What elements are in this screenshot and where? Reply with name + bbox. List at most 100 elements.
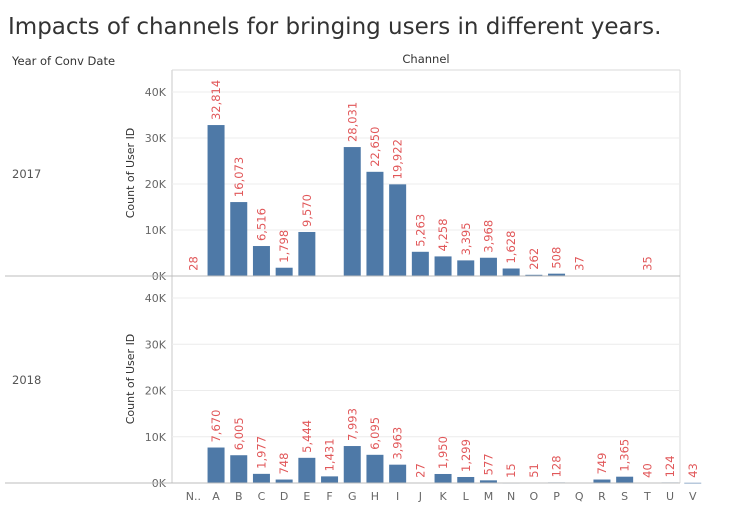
y-tick-label: 40K — [145, 86, 167, 99]
data-label: 749 — [595, 453, 609, 475]
y-tick-label: 30K — [145, 132, 167, 145]
data-label: 1,977 — [254, 436, 268, 469]
data-label: 1,950 — [436, 436, 450, 469]
y-tick-label: 20K — [145, 178, 167, 191]
bar — [207, 125, 225, 276]
data-label: 40 — [640, 463, 654, 478]
bar — [252, 246, 270, 276]
bar — [457, 476, 475, 483]
data-label: 15 — [504, 463, 518, 478]
x-tick-label: Q — [575, 490, 584, 503]
data-label: 6,095 — [368, 417, 382, 450]
data-label: 43 — [686, 463, 700, 478]
bar — [366, 454, 384, 483]
bar — [389, 464, 407, 483]
data-label: 3,395 — [459, 222, 473, 255]
data-label: 262 — [527, 248, 541, 270]
bar — [343, 446, 361, 483]
data-label: 9,570 — [300, 194, 314, 227]
bar — [434, 256, 452, 276]
data-label: 6,516 — [254, 208, 268, 241]
x-tick-label: O — [530, 490, 539, 503]
x-tick-label: G — [348, 490, 357, 503]
y-tick-label: 20K — [145, 385, 167, 398]
row-header: Year of Conv Date — [11, 54, 115, 68]
y-tick-label: 10K — [145, 431, 167, 444]
bar — [525, 274, 543, 276]
bar — [207, 447, 225, 483]
bar — [434, 473, 452, 483]
data-label: 32,814 — [209, 80, 223, 120]
x-tick-label: B — [235, 490, 243, 503]
data-label: 3,963 — [391, 427, 405, 460]
x-tick-label: E — [303, 490, 310, 503]
column-header: Channel — [402, 52, 449, 66]
data-label: 5,263 — [413, 214, 427, 247]
bar — [616, 476, 634, 483]
data-label: 7,670 — [209, 410, 223, 443]
y-tick-label: 10K — [145, 224, 167, 237]
x-tick-label: A — [212, 490, 220, 503]
data-label: 124 — [663, 455, 677, 477]
bar — [457, 260, 475, 276]
row-label-year: 2017 — [12, 167, 41, 181]
bar — [593, 479, 611, 483]
data-label: 508 — [550, 247, 564, 269]
data-label: 1,299 — [459, 439, 473, 472]
data-label: 748 — [277, 453, 291, 475]
data-label: 19,922 — [391, 139, 405, 179]
bar — [298, 457, 316, 483]
chart-title: Impacts of channels for bringing users i… — [8, 14, 661, 40]
bar — [502, 268, 520, 276]
bar — [411, 251, 429, 276]
y-axis-title: Count of User ID — [124, 334, 137, 425]
x-tick-label: U — [666, 490, 674, 503]
data-label: 5,444 — [300, 420, 314, 453]
bar — [230, 202, 248, 276]
y-tick-label: 40K — [145, 292, 167, 305]
bar — [230, 455, 248, 483]
x-tick-label: N.. — [186, 490, 201, 503]
bar — [275, 267, 293, 276]
data-label: 3,968 — [481, 220, 495, 253]
x-tick-label: V — [689, 490, 697, 503]
x-tick-label: S — [621, 490, 628, 503]
y-tick-label: 30K — [145, 338, 167, 351]
data-label: 6,005 — [232, 417, 246, 450]
x-tick-label: J — [418, 490, 422, 503]
data-label: 28,031 — [345, 102, 359, 142]
bar — [343, 147, 361, 276]
row-label-year: 2018 — [12, 373, 41, 387]
bar — [366, 171, 384, 276]
data-label: 22,650 — [368, 127, 382, 167]
data-label: 16,073 — [232, 157, 246, 197]
x-tick-label: H — [371, 490, 379, 503]
data-label: 577 — [481, 453, 495, 475]
bar — [252, 473, 270, 483]
data-label: 37 — [572, 256, 586, 271]
data-label: 1,628 — [504, 231, 518, 264]
bar — [479, 480, 497, 483]
x-tick-label: P — [553, 490, 560, 503]
data-label: 28 — [186, 256, 200, 271]
x-tick-label: D — [280, 490, 288, 503]
x-tick-label: L — [463, 490, 470, 503]
bar — [479, 257, 497, 276]
x-tick-label: N — [507, 490, 515, 503]
bar — [298, 231, 316, 276]
x-tick-label: I — [396, 490, 399, 503]
data-label: 1,798 — [277, 230, 291, 263]
data-label: 128 — [550, 455, 564, 477]
x-tick-label: R — [598, 490, 606, 503]
bar — [389, 184, 407, 276]
bar — [275, 479, 293, 483]
data-label: 1,365 — [618, 439, 632, 472]
x-tick-label: F — [326, 490, 332, 503]
data-label: 27 — [413, 463, 427, 478]
x-tick-label: M — [484, 490, 494, 503]
x-tick-label: K — [439, 490, 447, 503]
x-tick-label: C — [258, 490, 266, 503]
bar — [548, 273, 566, 276]
